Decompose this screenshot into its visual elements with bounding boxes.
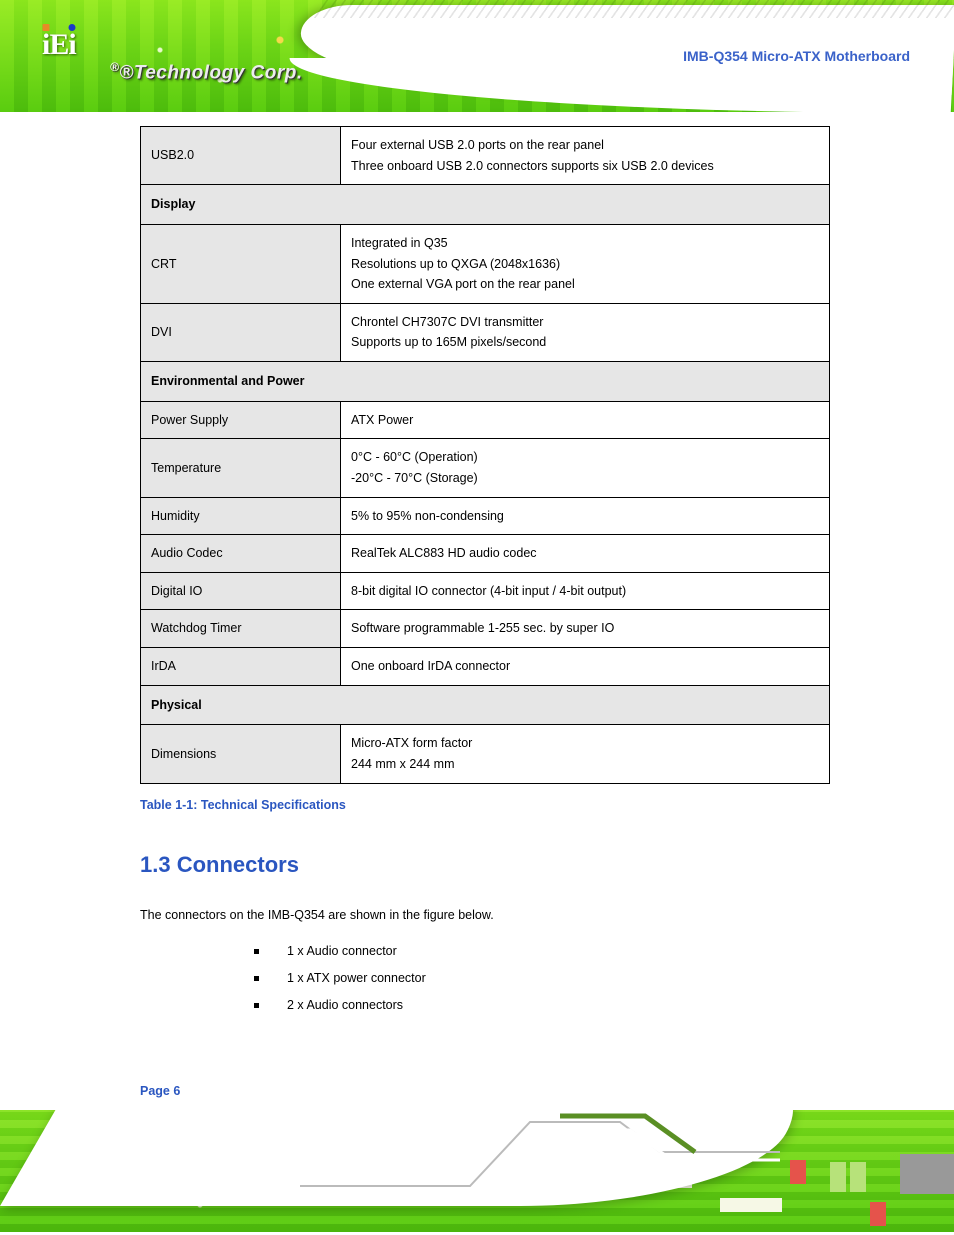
page-content: USB2.0Four external USB 2.0 ports on the… [0,112,954,1018]
table-row: Digital IO8-bit digital IO connector (4-… [141,572,830,610]
footer-lines [300,1112,780,1192]
list-item: 1 x ATX power connector [254,965,830,992]
section-heading: 1.3 Connectors [140,852,830,878]
section-cell: Display [141,185,830,225]
label-cell: DVI [141,303,341,361]
label-cell: USB2.0 [141,127,341,185]
label-cell: CRT [141,224,341,303]
connector-list: 1 x Audio connector1 x ATX power connect… [140,938,830,1019]
value-cell: 5% to 95% non-condensing [341,497,830,535]
table-row: Environmental and Power [141,362,830,402]
table-row: Audio CodecRealTek ALC883 HD audio codec [141,535,830,573]
value-cell: Chrontel CH7307C DVI transmitterSupports… [341,303,830,361]
table-row: Physical [141,685,830,725]
header-doc-title: IMB-Q354 Micro-ATX Motherboard [683,48,910,64]
value-cell: 0°C - 60°C (Operation)-20°C - 70°C (Stor… [341,439,830,497]
header-stripes [314,0,954,18]
section-cell: Environmental and Power [141,362,830,402]
table-row: Humidity5% to 95% non-condensing [141,497,830,535]
value-cell: 8-bit digital IO connector (4-bit input … [341,572,830,610]
section-cell: Physical [141,685,830,725]
table-row: Temperature0°C - 60°C (Operation)-20°C -… [141,439,830,497]
value-cell: ATX Power [341,401,830,439]
value-cell: One onboard IrDA connector [341,648,830,686]
brand-mark: iEi [42,28,76,62]
table-row: USB2.0Four external USB 2.0 ports on the… [141,127,830,185]
specs-table: USB2.0Four external USB 2.0 ports on the… [140,126,830,784]
brand-logo: iEi [42,28,76,62]
brand-text: ®®Technology Corp. [110,60,303,84]
table-row: DVIChrontel CH7307C DVI transmitterSuppo… [141,303,830,361]
header-banner: iEi ®®Technology Corp. IMB-Q354 Micro-AT… [0,0,954,112]
label-cell: Temperature [141,439,341,497]
page-footer: Page 6 [0,1084,954,1232]
label-cell: Dimensions [141,725,341,783]
table-caption: Table 1-1: Technical Specifications [140,798,830,812]
label-cell: Audio Codec [141,535,341,573]
value-cell: Micro-ATX form factor244 mm x 244 mm [341,725,830,783]
label-cell: Humidity [141,497,341,535]
section-intro: The connectors on the IMB-Q354 are shown… [140,902,830,928]
table-row: Display [141,185,830,225]
page-number: Page 6 [140,1084,954,1098]
label-cell: IrDA [141,648,341,686]
label-cell: Watchdog Timer [141,610,341,648]
label-cell: Power Supply [141,401,341,439]
list-item: 2 x Audio connectors [254,992,830,1019]
table-row: Power SupplyATX Power [141,401,830,439]
logo-letter-i2: i [68,28,75,62]
value-cell: Integrated in Q35Resolutions up to QXGA … [341,224,830,303]
table-row: CRTIntegrated in Q35Resolutions up to QX… [141,224,830,303]
brand-text-label: ®Technology Corp. [119,62,302,83]
value-cell: Four external USB 2.0 ports on the rear … [341,127,830,185]
logo-letter-i: i [42,28,49,62]
table-row: Watchdog TimerSoftware programmable 1-25… [141,610,830,648]
table-row: DimensionsMicro-ATX form factor244 mm x … [141,725,830,783]
footer-banner [0,1110,954,1232]
list-item: 1 x Audio connector [254,938,830,965]
logo-letter-e: E [49,28,68,62]
label-cell: Digital IO [141,572,341,610]
value-cell: RealTek ALC883 HD audio codec [341,535,830,573]
table-row: IrDAOne onboard IrDA connector [141,648,830,686]
value-cell: Software programmable 1-255 sec. by supe… [341,610,830,648]
